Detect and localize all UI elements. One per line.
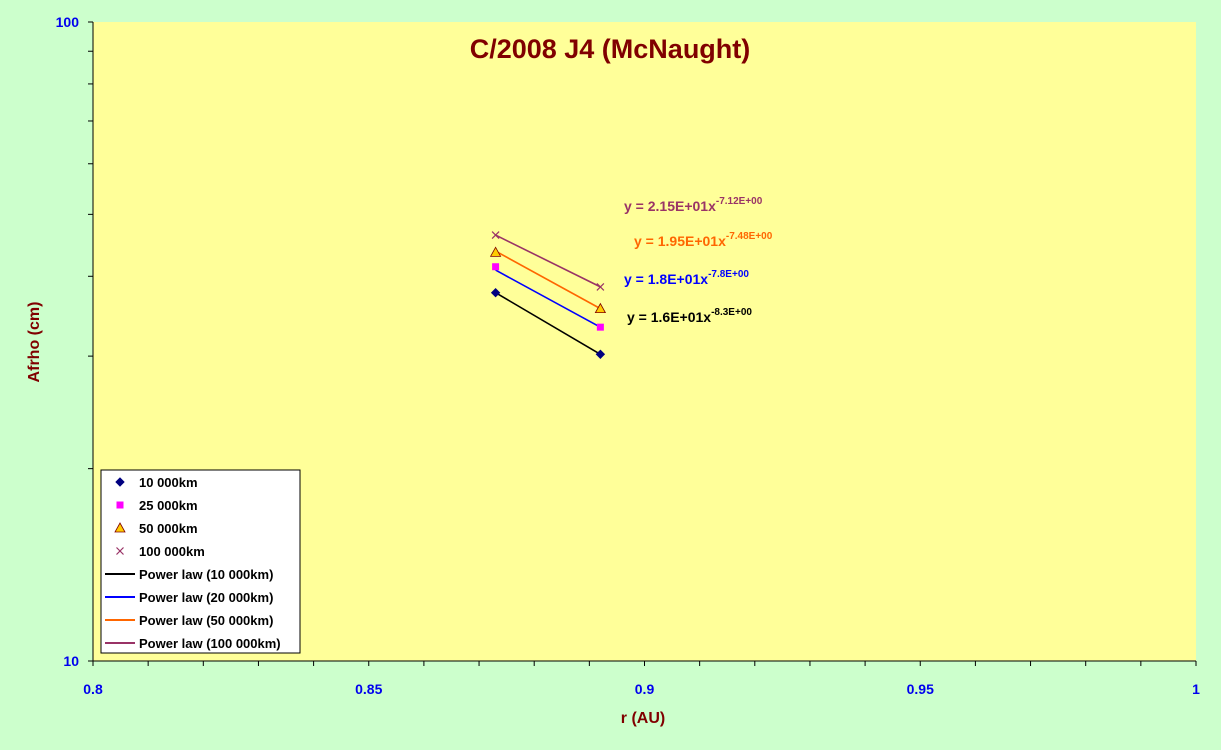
x-tick-label: 0.95 <box>907 681 934 697</box>
equation-label: y = 1.6E+01x-8.3E+00 <box>627 307 752 325</box>
legend-label: 100 000km <box>139 544 205 559</box>
data-point <box>489 246 502 257</box>
x-tick-label: 0.9 <box>635 681 655 697</box>
legend-label: 10 000km <box>139 475 198 490</box>
legend-label: 25 000km <box>139 498 198 513</box>
power-law-line <box>495 292 601 355</box>
axes: 0.8 0.85 0.9 0.95 1 10 100 <box>56 14 1200 697</box>
x-axis-title: r (AU) <box>621 710 665 727</box>
equation-label: y = 1.8E+01x-7.8E+00 <box>624 269 749 287</box>
power-law-line <box>495 250 601 310</box>
legend-marker <box>116 501 124 509</box>
legend-box <box>100 469 301 654</box>
data-point <box>596 323 604 331</box>
legend-label: Power law (10 000km) <box>139 567 273 582</box>
legend-marker <box>116 547 124 555</box>
y-tick-label: 10 <box>63 653 79 669</box>
legend: 10 000km 25 000km 50 000km 100 000km Power l… <box>100 469 301 654</box>
data-point <box>491 231 500 240</box>
y-tick-label: 100 <box>56 14 80 30</box>
x-tick-label: 0.85 <box>355 681 382 697</box>
chart-title: C/2008 J4 (McNaught) <box>470 34 751 64</box>
data-point <box>595 349 606 359</box>
legend-label: Power law (20 000km) <box>139 590 273 605</box>
equation-label: y = 1.95E+01x-7.48E+00 <box>634 231 773 249</box>
legend-marker <box>115 477 125 487</box>
legend-label: 50 000km <box>139 521 198 536</box>
marker-stroke <box>596 282 605 291</box>
equation-label: y = 2.15E+01x-7.12E+00 <box>624 196 763 214</box>
legend-marker <box>114 522 126 533</box>
legend-label: Power law (50 000km) <box>139 613 273 628</box>
power-law-line <box>495 234 601 288</box>
data-point <box>490 288 501 298</box>
y-axis-title: Afrho (cm) <box>26 302 43 383</box>
data-point <box>594 302 607 314</box>
data-point <box>596 282 605 291</box>
marker-stroke <box>491 231 500 240</box>
x-tick-label: 1 <box>1192 681 1200 697</box>
series-layer <box>489 231 607 359</box>
x-tick-label: 0.8 <box>83 681 103 697</box>
marker-stroke <box>116 547 124 555</box>
data-point <box>492 263 500 271</box>
legend-label: Power law (100 000km) <box>139 636 281 651</box>
trendline-equations: y = 2.15E+01x-7.12E+00 y = 1.95E+01x-7.48… <box>624 196 773 325</box>
power-law-line <box>495 269 601 328</box>
